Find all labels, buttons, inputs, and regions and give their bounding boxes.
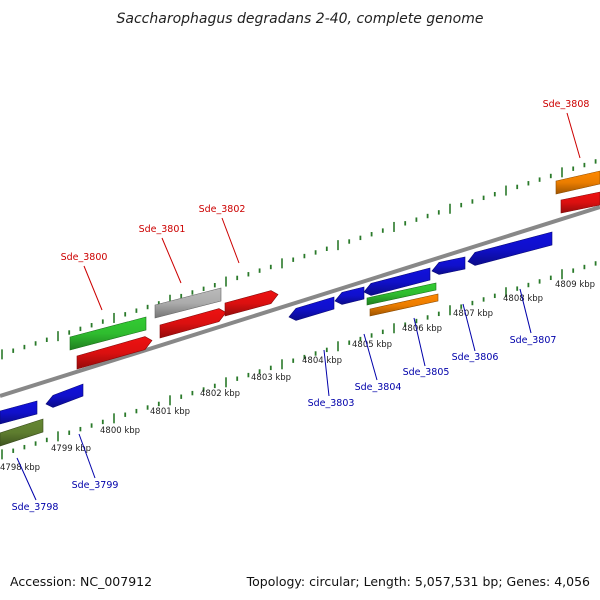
tick-label: 4808 kbp [503,294,543,304]
outer-tick-track [1,159,597,360]
gene-arrow-green [69,316,147,351]
gene-label-leader [16,457,37,501]
gene-arrow-grey [154,287,222,319]
gene-arrow-blue [363,267,431,296]
gene-label-leader [221,217,240,264]
gene-label-sde-3804[interactable]: Sde_3804 [355,382,402,393]
tick-label: 4805 kbp [352,340,392,350]
gene-label-sde-3803[interactable]: Sde_3803 [308,398,355,409]
gene-label-leader [78,433,96,479]
gene-label-leader [413,317,426,367]
gene-label-sde-3801[interactable]: Sde_3801 [139,224,186,235]
map-title: Saccharophagus degradans 2-40, complete … [117,11,484,27]
inner-tick-track [1,261,597,460]
gene-label-sde-3808[interactable]: Sde_3808 [543,99,590,110]
gene-arrow-red [159,308,227,339]
gene-label-leader [363,333,378,381]
tick-label: 4807 kbp [453,309,493,319]
gene-label-leader [462,303,476,352]
gene-arrow-red [76,336,153,370]
tick-label: 4798 kbp [0,463,40,473]
tick-label: 4806 kbp [402,324,442,334]
gene-label-sde-3802[interactable]: Sde_3802 [199,204,246,215]
gene-label-sde-3806[interactable]: Sde_3806 [452,352,499,363]
gene-arrow-blue [288,296,335,321]
backbone-line [0,205,600,398]
tick-label: 4802 kbp [200,389,240,399]
accession-text: Accession: NC_007912 [10,574,152,589]
gene-arrow-olive [0,418,44,447]
tick-label: 4803 kbp [251,373,291,383]
gene-label-sde-3807[interactable]: Sde_3807 [510,335,557,346]
gene-arrow-blue [334,286,365,305]
gene-label-leader [566,112,581,159]
tick-label: 4809 kbp [555,280,595,290]
kbp-tick-labels: 4798 kbp 4799 kbp 4800 kbp 4801 kbp 4802 kbp… [0,280,595,473]
gene-features [0,170,600,447]
gene-arrow-red [560,191,600,214]
gene-arrow-blue [467,231,553,266]
tick-label: 4800 kbp [100,426,140,436]
gene-label-sde-3800[interactable]: Sde_3800 [61,252,108,263]
genome-backbone [0,205,600,398]
gene-label-sde-3799[interactable]: Sde_3799 [72,480,119,491]
gene-arrow-blue [431,256,466,275]
gene-labels: Sde_3798 Sde_3799 Sde_3800 Sde_3801 Sde_3802… [12,99,590,513]
gene-label-leader [519,288,532,334]
tick-label: 4799 kbp [51,444,91,454]
gene-arrow-blue [0,400,38,425]
genome-summary-text: Topology: circular; Length: 5,057,531 bp… [246,574,590,589]
gene-arrow-blue [45,383,84,408]
gene-label-leader [161,237,182,284]
gene-arrow-orange [555,170,600,195]
gene-label-sde-3805[interactable]: Sde_3805 [403,367,450,378]
gene-label-sde-3798[interactable]: Sde_3798 [12,502,59,513]
tick-label: 4801 kbp [150,407,190,417]
gene-arrow-red [224,290,279,317]
gene-arrow-green [366,282,437,306]
gene-arrow-orange [369,293,439,317]
gene-label-leader [323,349,330,397]
gene-label-leader [83,265,103,311]
tick-label: 4804 kbp [302,356,342,366]
